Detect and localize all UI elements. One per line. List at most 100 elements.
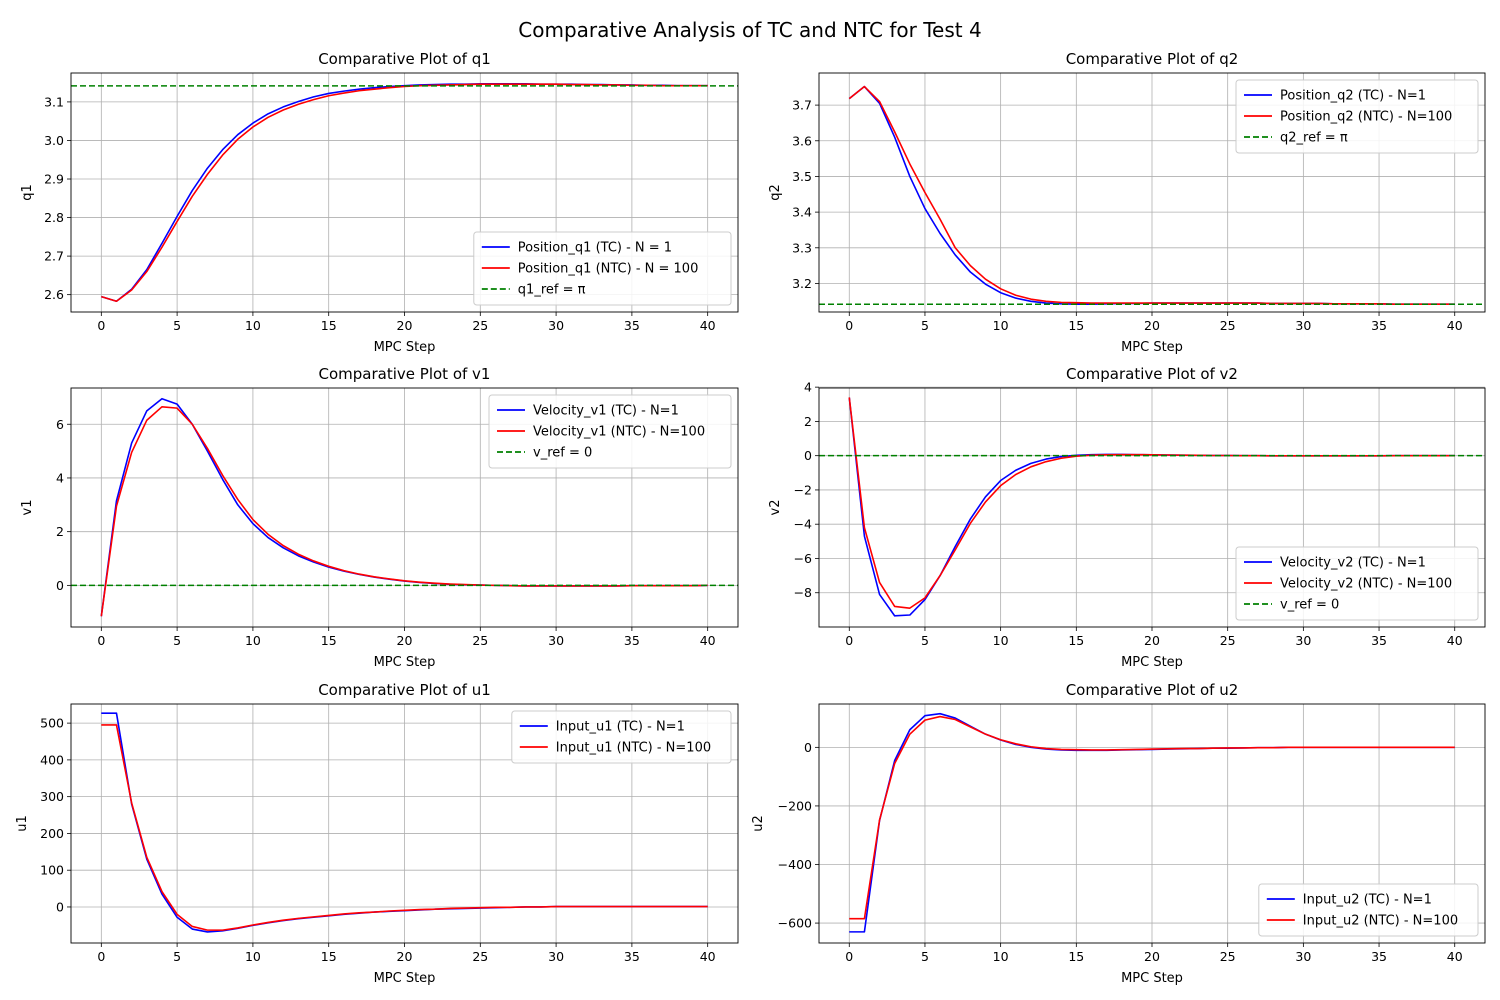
legend-label: Position_q1 (TC) - N = 1: [518, 241, 672, 256]
x-tick-label: 20: [1144, 949, 1160, 964]
x-tick-label: 0: [97, 633, 105, 648]
subplot-u1: Comparative Plot of u10 5 10 15 20 25 30 35 4001…: [15, 681, 739, 986]
subplot-title: Comparative Plot of v1: [319, 365, 491, 383]
x-tick-label: 20: [1144, 633, 1160, 648]
x-tick-label: 25: [472, 318, 488, 333]
x-tick-label: 35: [624, 949, 640, 964]
series-line-ntc: [849, 715, 1455, 920]
x-tick-label: 5: [921, 949, 929, 964]
x-tick-label: 25: [472, 949, 488, 964]
x-tick-label: 30: [1295, 949, 1311, 964]
legend: Position_q1 (TC) - N = 1 Position_q1 (NTC…: [473, 231, 732, 306]
x-tick-label: 30: [1295, 318, 1311, 333]
legend-label: Position_q2 (NTC) - N=100: [1280, 110, 1452, 125]
y-axis-label: u2: [751, 815, 766, 832]
x-axis-label: MPC Step: [374, 971, 436, 986]
legend-label: Velocity_v1 (NTC) - N=100: [533, 425, 705, 440]
x-tick-label: 10: [245, 633, 261, 648]
axes-frame: [818, 72, 1486, 313]
series-line-ntc: [101, 724, 708, 931]
y-tick-label: −4: [794, 517, 812, 532]
y-axis-label: v2: [768, 500, 783, 516]
subplot-u2: Comparative Plot of u2 0 5 10 15 20 25 30 35 40 −6…: [751, 681, 1486, 986]
legend-label: Input_u1 (NTC) - N=100: [556, 741, 711, 756]
legend-box: [1235, 79, 1479, 154]
x-tick-label: 0: [97, 318, 105, 333]
x-tick-label: 40: [1447, 633, 1463, 648]
y-tick-label: 3.2: [792, 276, 812, 291]
y-tick-label: 0: [56, 578, 64, 593]
x-tick-label: 30: [548, 318, 564, 333]
y-axis-label: v1: [20, 500, 35, 516]
subplot-title: Comparative Plot of q1: [318, 50, 491, 68]
y-axis-label: u1: [15, 815, 30, 832]
y-tick-label: 300: [40, 789, 64, 804]
axes-frame: [70, 72, 739, 313]
x-tick-label: 40: [1447, 318, 1463, 333]
figure-title: Comparative Analysis of TC and NTC for T…: [518, 18, 981, 42]
x-tick-label: 5: [173, 318, 181, 333]
x-tick-label: 35: [1371, 318, 1387, 333]
legend-label: Position_q2 (TC) - N=1: [1280, 89, 1426, 104]
axes-frame: [70, 703, 739, 944]
subplot-v1: Comparative Plot of v1 0 5 10 15 20 25 30 35 40 0 2…: [20, 365, 739, 670]
y-tick-label: 100: [40, 863, 64, 878]
x-tick-label: 25: [472, 633, 488, 648]
y-tick-label: 6: [56, 417, 64, 432]
y-tick-label: 3.4: [792, 205, 812, 220]
x-tick-label: 35: [1371, 633, 1387, 648]
legend-label: v_ref = 0: [1280, 598, 1339, 613]
x-tick-label: 0: [845, 318, 853, 333]
x-tick-label: 10: [993, 949, 1009, 964]
subplot-title: Comparative Plot of v2: [1066, 365, 1238, 383]
legend-box: [511, 710, 732, 764]
x-tick-label: 5: [173, 633, 181, 648]
x-tick-label: 5: [921, 318, 929, 333]
plot-area: [101, 712, 708, 933]
x-tick-label: 10: [245, 318, 261, 333]
y-tick-label: 2: [56, 524, 64, 539]
legend-box: [1235, 546, 1479, 621]
plot-area: [819, 397, 1485, 617]
x-tick-label: 30: [548, 949, 564, 964]
y-tick-label: −2: [794, 482, 812, 497]
legend: Velocity_v2 (TC) - N=1 Velocity_v2 (NTC) …: [1235, 546, 1479, 621]
x-tick-label: 20: [397, 949, 413, 964]
x-tick-label: 40: [1447, 949, 1463, 964]
x-axis-label: MPC Step: [1121, 971, 1183, 986]
y-tick-label: 3.0: [44, 133, 64, 148]
x-tick-label: 25: [1220, 318, 1236, 333]
legend: Position_q2 (TC) - N=1 Position_q2 (NTC) …: [1235, 79, 1479, 154]
x-tick-label: 0: [845, 949, 853, 964]
x-axis-label: MPC Step: [1121, 655, 1183, 670]
y-tick-label: 2.9: [44, 172, 64, 187]
subplot-title: Comparative Plot of u2: [1066, 681, 1239, 699]
legend-label: Input_u1 (TC) - N=1: [556, 720, 685, 735]
x-tick-label: 35: [624, 633, 640, 648]
legend-label: Input_u2 (NTC) - N=100: [1303, 914, 1458, 929]
axes-frame: [818, 703, 1486, 944]
legend: Input_u1 (TC) - N=1 Input_u1 (NTC) - N=10…: [511, 710, 732, 764]
y-tick-label: 4: [804, 380, 812, 395]
x-tick-label: 40: [700, 318, 716, 333]
legend-box: [488, 394, 732, 469]
x-tick-label: 25: [1220, 949, 1236, 964]
y-axis-label: q2: [768, 184, 783, 201]
y-tick-label: 2.8: [44, 210, 64, 225]
subplot-q1: Comparative Plot of q1 0 5 10 15 20 25 30 35 40 2.…: [20, 50, 739, 355]
x-tick-label: 30: [548, 633, 564, 648]
x-tick-label: 10: [993, 318, 1009, 333]
x-tick-label: 20: [397, 633, 413, 648]
subplot-title: Comparative Plot of u1: [318, 681, 491, 699]
plot-area: [849, 712, 1455, 933]
y-tick-label: −600: [778, 916, 812, 931]
x-tick-label: 40: [700, 949, 716, 964]
x-tick-label: 10: [245, 949, 261, 964]
y-tick-label: 2: [804, 414, 812, 429]
y-tick-label: 200: [40, 826, 64, 841]
y-tick-label: 400: [40, 752, 64, 767]
legend-label: Velocity_v1 (TC) - N=1: [533, 404, 679, 419]
legend-label: q1_ref = π: [518, 283, 586, 298]
y-tick-label: 3.5: [792, 169, 812, 184]
subplot-title: Comparative Plot of q2: [1066, 50, 1239, 68]
